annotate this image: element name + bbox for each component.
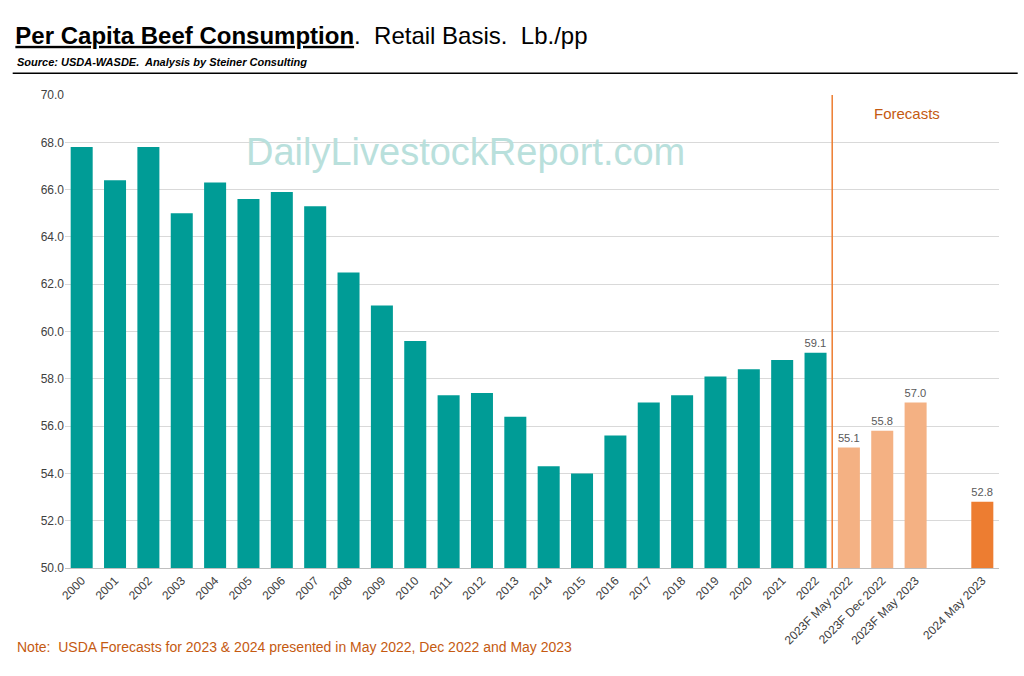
svg-text:2023F Dec 2022: 2023F Dec 2022: [816, 574, 889, 647]
svg-text:DailyLivestockReport.com: DailyLivestockReport.com: [246, 131, 685, 173]
svg-text:Forecasts: Forecasts: [874, 105, 940, 122]
svg-text:55.8: 55.8: [871, 415, 893, 427]
svg-text:64.0: 64.0: [41, 230, 65, 244]
svg-text:Note: USDA Forecasts for 2023: Note: USDA Forecasts for 2023 & 2024 pre…: [17, 639, 572, 655]
svg-text:2005: 2005: [226, 574, 255, 603]
svg-text:54.0: 54.0: [41, 467, 65, 481]
svg-text:60.0: 60.0: [41, 325, 65, 339]
svg-text:2006: 2006: [259, 574, 288, 603]
svg-text:52.8: 52.8: [971, 486, 993, 498]
svg-text:2007: 2007: [293, 574, 322, 603]
svg-text:2024 May 2023: 2024 May 2023: [920, 574, 989, 643]
svg-text:2000: 2000: [59, 574, 88, 603]
svg-text:59.1: 59.1: [805, 337, 827, 349]
svg-text:2020: 2020: [726, 574, 755, 603]
svg-text:50.0: 50.0: [41, 561, 65, 575]
svg-text:58.0: 58.0: [41, 372, 65, 386]
svg-text:2011: 2011: [427, 574, 455, 602]
svg-text:2003: 2003: [159, 574, 188, 603]
svg-text:2002: 2002: [126, 574, 155, 603]
svg-text:2023F May 2022: 2023F May 2022: [782, 574, 856, 648]
svg-text:2010: 2010: [393, 574, 422, 603]
svg-text:2022: 2022: [793, 574, 822, 603]
svg-text:Source: USDA-WASDE. Analysis: Source: USDA-WASDE. Analysis by Steiner …: [17, 56, 307, 68]
svg-text:52.0: 52.0: [41, 514, 65, 528]
svg-text:2004: 2004: [193, 574, 222, 603]
svg-text:62.0: 62.0: [41, 277, 65, 291]
svg-text:Per Capita Beef Consumption.: Per Capita Beef Consumption. Retail Basi…: [15, 22, 587, 49]
svg-text:2014: 2014: [526, 574, 555, 603]
svg-text:66.0: 66.0: [41, 183, 65, 197]
svg-text:2012: 2012: [460, 574, 489, 603]
svg-text:2019: 2019: [693, 574, 722, 603]
svg-text:2023F May 2023: 2023F May 2023: [848, 574, 922, 648]
svg-text:2016: 2016: [593, 574, 622, 603]
svg-text:2018: 2018: [660, 574, 689, 603]
svg-text:2021: 2021: [760, 574, 789, 603]
svg-text:56.0: 56.0: [41, 419, 65, 433]
svg-text:2013: 2013: [493, 574, 522, 603]
svg-text:57.0: 57.0: [905, 387, 927, 399]
svg-text:55.1: 55.1: [838, 432, 860, 444]
svg-text:2017: 2017: [626, 574, 655, 603]
svg-text:2008: 2008: [326, 574, 355, 603]
svg-text:68.0: 68.0: [41, 136, 65, 150]
svg-text:2015: 2015: [560, 574, 589, 603]
svg-text:2001: 2001: [93, 574, 122, 603]
svg-text:70.0: 70.0: [41, 88, 65, 102]
svg-text:2009: 2009: [359, 574, 388, 603]
